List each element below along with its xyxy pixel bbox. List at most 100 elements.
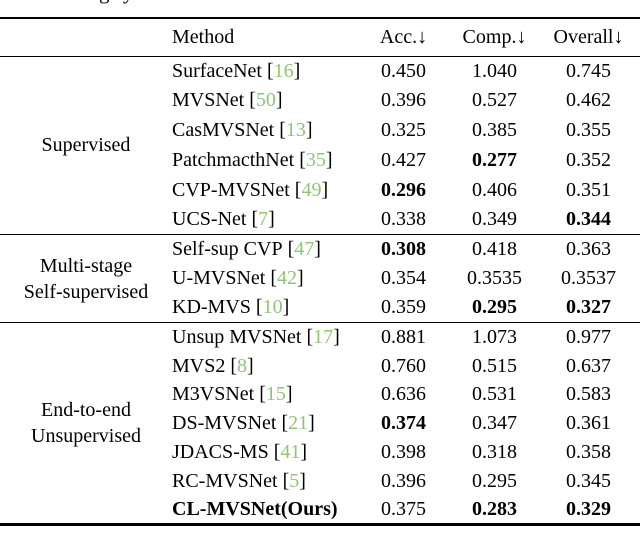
method-name: MVS2 xyxy=(172,354,226,377)
group-label-line: Unsupervised xyxy=(31,425,141,448)
citation-link[interactable]: 50 xyxy=(255,89,276,112)
overall-cell: 0.329 xyxy=(566,498,611,521)
acc-cell: 0.308 xyxy=(381,238,426,261)
overall-cell: 0.345 xyxy=(566,470,611,493)
overall-cell: 0.637 xyxy=(566,354,611,377)
citation-link[interactable]: 16 xyxy=(273,59,294,82)
method-cell: DS-MVSNet [21] xyxy=(172,409,355,438)
comp-cell: 0.349 xyxy=(472,208,517,231)
acc-cell: 0.338 xyxy=(381,208,426,231)
method-name: M3VSNet xyxy=(172,383,255,406)
citation-link[interactable]: 13 xyxy=(285,118,306,141)
acc-cell: 0.396 xyxy=(381,470,426,493)
method-cell: SurfaceNet [16] xyxy=(172,56,355,86)
comp-cell: 0.3535 xyxy=(467,267,522,290)
table-row: M3VSNet [15] 0.636 0.531 0.583 xyxy=(0,380,640,409)
citation-link[interactable]: 49 xyxy=(301,178,322,201)
method-cell: JDACS-MS [41] xyxy=(172,438,355,467)
table-row: End-to-end Unsupervised Unsup MVSNet [17]… xyxy=(0,323,640,447)
results-table: Method Acc.↓ Comp.↓ Overall↓ Supervised … xyxy=(0,17,640,527)
method-name: U-MVSNet xyxy=(172,267,266,290)
comp-cell: 0.347 xyxy=(472,412,517,435)
overall-cell: 0.3537 xyxy=(561,267,616,290)
acc-cell: 0.636 xyxy=(381,383,426,406)
citation: [35] xyxy=(299,148,333,171)
group-label-line: Supervised xyxy=(41,134,131,157)
overall-cell: 0.344 xyxy=(566,208,611,231)
citation-link[interactable]: 35 xyxy=(305,148,326,171)
group-multi-stage-self-supervised: Multi-stage Self-supervised Self-sup CVP… xyxy=(0,234,640,323)
table-row: Multi-stage Self-supervised Self-sup CVP… xyxy=(0,235,640,303)
table-row: CasMVSNet [13] 0.325 0.385 0.355 xyxy=(0,116,640,146)
overall-cell: 0.462 xyxy=(566,89,611,112)
method-name: RC-MVSNet xyxy=(172,470,278,493)
citation: [49] xyxy=(294,178,329,201)
table-row: DS-MVSNet [21] 0.374 0.347 0.361 xyxy=(0,409,640,438)
acc-cell: 0.398 xyxy=(381,441,426,464)
method-cell: M3VSNet [15] xyxy=(172,380,355,409)
group-supervised: Supervised SurfaceNet [16] 0.450 1.040 0.… xyxy=(0,56,640,235)
table-row: RC-MVSNet [5] 0.396 0.295 0.345 xyxy=(0,467,640,496)
comp-cell: 0.406 xyxy=(472,178,517,201)
citation-link[interactable]: 15 xyxy=(265,383,286,406)
table-row: PatchmacthNet [35] 0.427 0.277 0.352 xyxy=(0,145,640,175)
table-row: CVP-MVSNet [49] 0.296 0.406 0.351 xyxy=(0,175,640,205)
method-cell: MVSNet [50] xyxy=(172,86,355,116)
comp-cell: 1.073 xyxy=(472,325,517,348)
citation-link[interactable]: 47 xyxy=(294,238,315,261)
acc-cell: 0.296 xyxy=(381,178,426,201)
method-name: UCS-Net xyxy=(172,208,247,231)
citation: [50] xyxy=(249,89,283,112)
citation-link[interactable]: 17 xyxy=(313,325,334,348)
comp-cell: 0.277 xyxy=(472,148,517,171)
method-name: PatchmacthNet xyxy=(172,148,295,171)
acc-cell: 0.427 xyxy=(381,148,426,171)
method-name: Unsup MVSNet xyxy=(172,325,302,348)
header-method: Method xyxy=(172,18,355,57)
method-cell: KD-MVS [10] xyxy=(172,293,355,322)
method-cell: CasMVSNet [13] xyxy=(172,116,355,146)
group-label-line: End-to-end xyxy=(41,399,131,422)
acc-cell: 0.375 xyxy=(381,498,426,521)
overall-cell: 0.351 xyxy=(566,178,611,201)
table-row: JDACS-MS [41] 0.398 0.318 0.358 xyxy=(0,438,640,467)
header-overall: Overall↓ xyxy=(537,18,640,57)
citation: [17] xyxy=(306,325,340,348)
comp-cell: 0.527 xyxy=(472,89,517,112)
comp-cell: 0.418 xyxy=(472,238,517,261)
citation-link[interactable]: 10 xyxy=(262,296,283,319)
comp-cell: 0.531 xyxy=(472,383,517,406)
header-category xyxy=(0,18,172,57)
overall-cell: 0.361 xyxy=(566,412,611,435)
caption-fragment: g y xyxy=(0,0,640,8)
citation-link[interactable]: 8 xyxy=(237,354,248,377)
method-cell: UCS-Net [7] xyxy=(172,205,355,235)
comp-cell: 1.040 xyxy=(472,59,517,82)
table-row: MVS2 [8] 0.760 0.515 0.637 xyxy=(0,352,640,381)
group-end-to-end-unsupervised: End-to-end Unsupervised Unsup MVSNet [17]… xyxy=(0,322,640,525)
method-name: JDACS-MS xyxy=(172,441,269,464)
comp-cell: 0.295 xyxy=(472,470,517,493)
citation-link[interactable]: 42 xyxy=(277,267,298,290)
acc-cell: 0.359 xyxy=(381,296,426,319)
overall-cell: 0.977 xyxy=(566,325,611,348)
citation-link[interactable]: 5 xyxy=(289,470,300,493)
citation-link[interactable]: 41 xyxy=(280,441,301,464)
citation: [47] xyxy=(287,238,321,261)
table-header-row: Method Acc.↓ Comp.↓ Overall↓ xyxy=(0,18,640,57)
acc-cell: 0.881 xyxy=(381,325,426,348)
group-label-line: Multi-stage xyxy=(39,254,133,277)
acc-cell: 0.450 xyxy=(381,59,426,82)
comp-cell: 0.515 xyxy=(472,354,517,377)
header-comp: Comp.↓ xyxy=(452,18,537,57)
table-row: KD-MVS [10] 0.359 0.295 0.327 xyxy=(0,293,640,322)
method-name: CasMVSNet xyxy=(172,118,275,141)
method-name: SurfaceNet xyxy=(172,59,262,82)
citation-link[interactable]: 21 xyxy=(288,412,309,435)
table-row: UCS-Net [7] 0.338 0.349 0.344 xyxy=(0,205,640,235)
citation-link[interactable]: 7 xyxy=(258,208,269,231)
method-name: KD-MVS xyxy=(172,296,251,319)
group-label-line: Self-supervised xyxy=(23,280,149,303)
method-name: DS-MVSNet xyxy=(172,412,277,435)
citation: [21] xyxy=(281,412,315,435)
